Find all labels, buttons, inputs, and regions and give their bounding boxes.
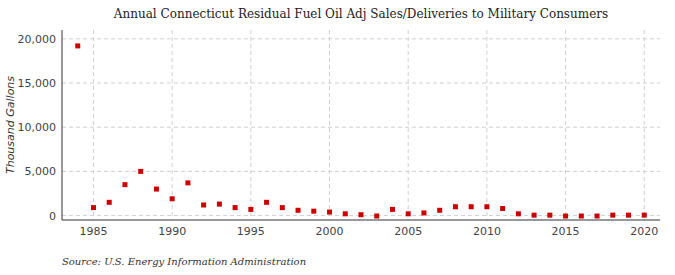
x-tick-label: 2020 [630, 225, 658, 238]
y-grid-line [62, 83, 660, 84]
y-grid-line [62, 171, 660, 172]
point [233, 205, 238, 210]
point [579, 214, 584, 219]
point [185, 180, 190, 185]
x-grid-line [408, 30, 409, 220]
point [390, 207, 395, 212]
point [547, 213, 552, 218]
x-tick-label: 1985 [79, 225, 107, 238]
grid [62, 30, 660, 220]
point [642, 213, 647, 218]
point [516, 211, 521, 216]
point [280, 205, 285, 210]
y-tick-label: 0 [49, 210, 56, 223]
x-axis-line [62, 220, 660, 221]
point [406, 211, 411, 216]
x-grid-line [565, 30, 566, 220]
source-note: Source: U.S. Energy Information Administ… [62, 256, 306, 267]
y-axis-line [62, 30, 63, 220]
point [154, 187, 159, 192]
point [453, 204, 458, 209]
x-grid-line [486, 30, 487, 220]
point [170, 196, 175, 201]
point [359, 212, 364, 217]
point [469, 204, 474, 209]
point [91, 205, 96, 210]
x-grid-line [250, 30, 251, 220]
y-tick-label: 15,000 [18, 77, 57, 90]
y-tick-label: 20,000 [18, 33, 57, 46]
x-grid-line [172, 30, 173, 220]
point [201, 202, 206, 207]
point [563, 214, 568, 219]
point [421, 210, 426, 215]
point [484, 204, 489, 209]
point [138, 169, 143, 174]
x-grid-line [644, 30, 645, 220]
point [626, 213, 631, 218]
point [374, 214, 379, 219]
point [437, 208, 442, 213]
point [296, 208, 301, 213]
point [532, 213, 537, 218]
point [343, 211, 348, 216]
point [311, 209, 316, 214]
point [122, 182, 127, 187]
title: Annual Connecticut Residual Fuel Oil Adj… [113, 7, 608, 21]
points [75, 43, 647, 218]
point [610, 213, 615, 218]
y-tick-label: 5,000 [25, 165, 57, 178]
point [217, 202, 222, 207]
y-tick-label: 10,000 [18, 121, 57, 134]
point [75, 43, 80, 48]
point [327, 210, 332, 215]
point [107, 200, 112, 205]
x-tick-label: 2005 [394, 225, 422, 238]
x-tick-label: 1990 [158, 225, 186, 238]
x-grid-line [93, 30, 94, 220]
y-axis-label: Thousand Gallons [4, 76, 17, 174]
x-tick-label: 2010 [473, 225, 501, 238]
x-grid-line [329, 30, 330, 220]
point [595, 214, 600, 219]
x-tick-label: 2015 [552, 225, 580, 238]
x-tick-label: 1995 [237, 225, 265, 238]
x-tick-label: 2000 [316, 225, 344, 238]
y-grid-line [62, 38, 660, 39]
y-grid-line [62, 127, 660, 128]
point [248, 207, 253, 212]
point [500, 206, 505, 211]
point [264, 200, 269, 205]
chart: Annual Connecticut Residual Fuel Oil Adj… [0, 0, 675, 275]
